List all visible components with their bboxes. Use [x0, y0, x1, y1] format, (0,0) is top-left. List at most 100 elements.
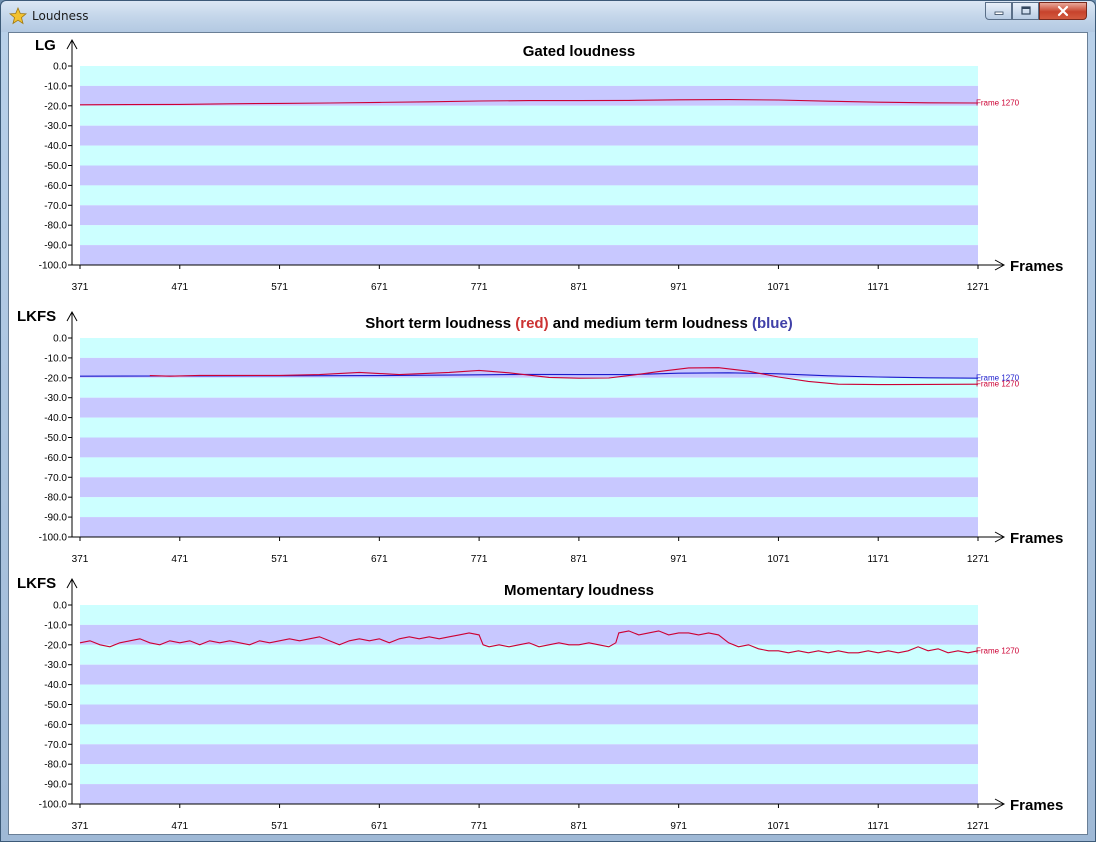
y-axis-arrow: [66, 310, 78, 322]
loudness-charts: 0.0 -10.0 -20.0 -30.0 -40.0 -50.0 -60.0 -70.0 -8…: [17, 37, 1063, 832]
plot-band: [80, 205, 978, 226]
plot-band: [80, 397, 978, 418]
plot-band: [80, 145, 978, 166]
y-tick-label: -60.0: [44, 453, 67, 464]
y-tick-label: -30.0: [44, 121, 67, 132]
x-tick-label: 971: [670, 821, 687, 832]
x-tick-label: 671: [371, 554, 388, 565]
y-axis-label: LG: [35, 37, 56, 54]
y-tick-label: -50.0: [44, 433, 67, 444]
chart-title-part: Short term loudness: [365, 315, 515, 332]
y-tick-label: -30.0: [44, 393, 67, 404]
chart-title-part: (red): [515, 315, 548, 332]
x-tick-label: 1271: [967, 554, 990, 565]
y-tick-label: -40.0: [44, 413, 67, 424]
x-tick-label: 371: [72, 282, 89, 293]
plot-band: [80, 764, 978, 785]
plot-band: [80, 105, 978, 126]
plot-band: [80, 517, 978, 537]
plot-band: [80, 417, 978, 438]
x-tick-label: 871: [571, 821, 588, 832]
y-tick-label: -80.0: [44, 760, 67, 771]
chart-panel-2: 0.0 -10.0 -20.0 -30.0 -40.0 -50.0 -60.0 -70.0 -8…: [17, 308, 1063, 565]
x-tick-label: 571: [271, 821, 288, 832]
x-tick-label: 1071: [767, 554, 790, 565]
x-axis-label: Frames: [1010, 258, 1063, 275]
x-axis-label: Frames: [1010, 797, 1063, 814]
y-tick-label: 0.0: [53, 601, 67, 612]
y-tick-label: 0.0: [53, 334, 67, 345]
x-tick-label: 671: [371, 282, 388, 293]
x-tick-label: 771: [471, 554, 488, 565]
plot-band: [80, 66, 978, 86]
maximize-button[interactable]: [1012, 2, 1039, 20]
plot-band: [80, 724, 978, 745]
x-tick-label: 471: [171, 821, 188, 832]
plot-band: [80, 125, 978, 146]
x-tick-label: 1171: [867, 821, 889, 832]
series-end-label: Frame 1270: [976, 646, 1020, 655]
plot-band: [80, 497, 978, 518]
series-end-label: Frame 1270: [976, 380, 1020, 389]
x-tick-label: 471: [171, 282, 188, 293]
close-icon: [1057, 5, 1069, 17]
x-tick-label: 1271: [967, 282, 990, 293]
chart-panel-1: 0.0 -10.0 -20.0 -30.0 -40.0 -50.0 -60.0 -70.0 -8…: [35, 37, 1063, 293]
chart-title: Momentary loudness: [504, 582, 654, 599]
y-tick-label: -30.0: [44, 660, 67, 671]
y-tick-label: -50.0: [44, 700, 67, 711]
x-axis-arrow: [994, 798, 1006, 810]
y-tick-label: -10.0: [44, 620, 67, 631]
y-tick-label: -90.0: [44, 780, 67, 791]
y-tick-label: -10.0: [44, 353, 67, 364]
plot-band: [80, 457, 978, 478]
y-axis-arrow: [66, 577, 78, 589]
x-tick-label: 1271: [967, 821, 990, 832]
plot-band: [80, 704, 978, 725]
chart-panel-3: 0.0 -10.0 -20.0 -30.0 -40.0 -50.0 -60.0 -70.0 -8…: [17, 575, 1063, 832]
close-button[interactable]: [1039, 2, 1087, 20]
plot-band: [80, 477, 978, 498]
y-tick-label: -40.0: [44, 680, 67, 691]
title-bar[interactable]: Loudness: [1, 1, 1095, 32]
client-area: 0.0 -10.0 -20.0 -30.0 -40.0 -50.0 -60.0 -70.0 -8…: [8, 32, 1088, 835]
x-tick-label: 571: [271, 282, 288, 293]
plot-band: [80, 338, 978, 358]
x-tick-label: 1071: [767, 821, 790, 832]
y-tick-label: -70.0: [44, 201, 67, 212]
plot-band: [80, 85, 978, 106]
y-tick-label: -90.0: [44, 513, 67, 524]
plot-band: [80, 377, 978, 398]
y-axis-arrow: [66, 38, 78, 50]
plot-band: [80, 165, 978, 186]
y-tick-label: -100.0: [39, 800, 68, 811]
x-tick-label: 471: [171, 554, 188, 565]
y-tick-label: -70.0: [44, 740, 67, 751]
x-tick-label: 971: [670, 282, 687, 293]
y-tick-label: -80.0: [44, 221, 67, 232]
y-tick-label: -20.0: [44, 373, 67, 384]
minimize-icon: [994, 11, 1003, 15]
series-end-label: Frame 1270: [976, 99, 1020, 108]
x-tick-label: 571: [271, 554, 288, 565]
plot-band: [80, 784, 978, 804]
series-line-1: [79, 630, 979, 654]
plot-band: [80, 605, 978, 625]
plot-band: [80, 437, 978, 458]
x-tick-label: 871: [571, 282, 588, 293]
series-line-1: [79, 99, 979, 106]
maximize-icon: [1020, 6, 1031, 15]
x-tick-label: 1071: [767, 282, 790, 293]
plot-band: [80, 644, 978, 665]
minimize-button[interactable]: [985, 2, 1012, 20]
y-tick-label: -20.0: [44, 640, 67, 651]
plot-band: [80, 185, 978, 206]
y-axis-label: LKFS: [17, 308, 56, 325]
chart-title-part: (blue): [752, 315, 793, 332]
plot-band: [80, 245, 978, 265]
plot-band: [80, 225, 978, 246]
y-tick-label: -100.0: [39, 261, 68, 272]
y-tick-label: -10.0: [44, 81, 67, 92]
x-axis-arrow: [994, 531, 1006, 543]
series-end-label: Frame 1270: [976, 374, 1020, 383]
